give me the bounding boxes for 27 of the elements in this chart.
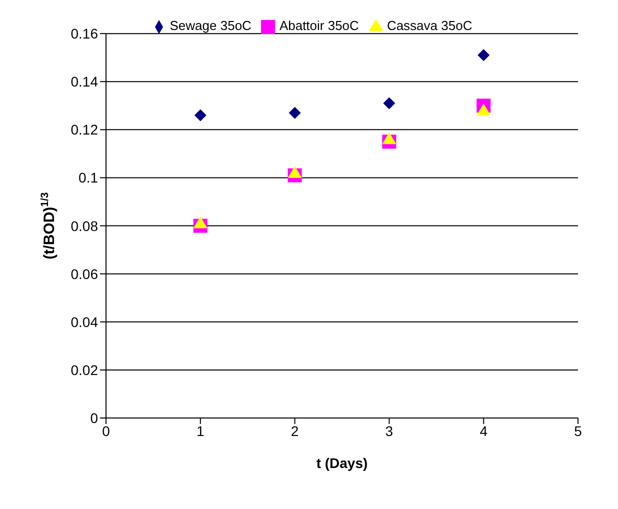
point	[382, 132, 396, 144]
y-tick-label: 0.02	[70, 362, 98, 378]
y-tick-label: 0.08	[70, 218, 98, 234]
x-tick-label: 5	[574, 422, 582, 439]
x-tick-label: 3	[385, 422, 394, 439]
point	[383, 97, 396, 110]
x-tick-label: 0	[102, 422, 110, 439]
legend-label: Sewage 35oC	[170, 18, 252, 33]
x-tick-label: 4	[480, 422, 488, 439]
y-tick-label: 0	[90, 410, 98, 426]
point	[478, 49, 490, 62]
x-axis-title: t (Days)	[316, 455, 368, 471]
y-tick-label: 0.16	[70, 26, 98, 42]
y-tick-label: 0.12	[70, 122, 98, 138]
y-tick-label: 0.06	[70, 266, 98, 282]
y-tick-label: 0.1	[78, 170, 98, 186]
point	[194, 109, 206, 122]
point	[288, 106, 301, 119]
x-tick-label: 1	[196, 422, 204, 439]
point	[288, 166, 302, 178]
legend-label: Abattoir 35oC	[279, 18, 359, 33]
y-tick-label: 0.04	[70, 314, 98, 330]
x-tick-label: 2	[290, 422, 299, 439]
point	[193, 216, 208, 228]
y-tick-label: 0.14	[70, 74, 98, 90]
point	[476, 103, 491, 116]
legend-label: Cassava 35oC	[386, 18, 472, 33]
